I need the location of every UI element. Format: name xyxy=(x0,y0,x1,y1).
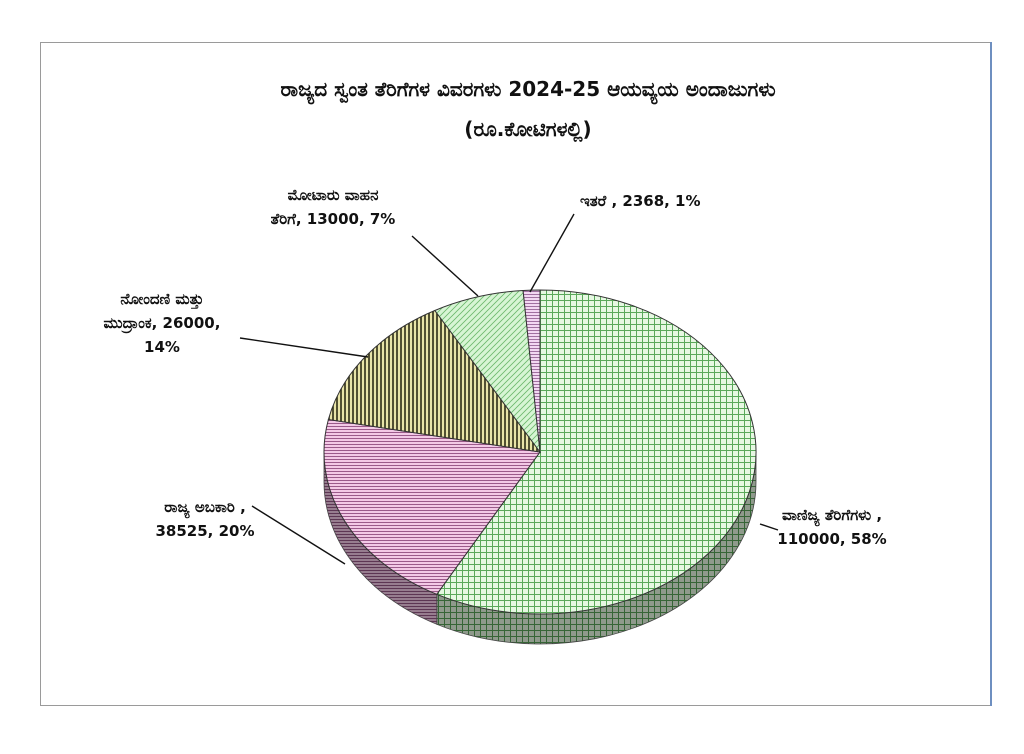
slice-label-4-line-1: ಮೋಟಾರು ವಾಹನ xyxy=(288,186,379,204)
slice-2 xyxy=(323,418,541,595)
labels-group: ವಾಣಿಜ್ಯ ತೆರಿಗೆಗಳು , 110000, 58% ರಾಜ್ಯ ಅಬಕಾ… xyxy=(104,186,887,565)
slice-label-3-line-1: ನೋಂದಣಿ ಮತ್ತು xyxy=(120,290,203,309)
slice-1 xyxy=(436,289,757,615)
leader-line-1 xyxy=(759,523,779,531)
chart-title: ರಾಜ್ಯದ ಸ್ವಂತ ತೆರಿಗೆಗಳ ವಿವರಗಳು 2024-25 ಆಯ… xyxy=(280,77,775,105)
slice-label-3-line-3: 14% xyxy=(144,338,180,356)
slice-label-1-line-2: 110000, 58% xyxy=(777,530,886,548)
slice-label-5-line-1: ಇತರೆ , 2368, 1% xyxy=(580,192,701,210)
pie-group xyxy=(323,289,757,645)
frame-edge xyxy=(990,42,992,706)
leader-line-3 xyxy=(239,337,369,358)
slice-label-2-line-2: 38525, 20% xyxy=(155,522,254,540)
pie-top xyxy=(323,289,757,615)
leader-line-2 xyxy=(251,505,346,565)
slice-label-1-line-1: ವಾಣಿಜ್ಯ ತೆರಿಗೆಗಳು , xyxy=(782,506,882,527)
slice-label-3-line-2: ಮುದ್ರಾಂಕ, 26000, xyxy=(104,314,221,334)
chart-subtitle: (ರೂ.ಕೋಟಿಗಳಲ್ಲಿ) xyxy=(464,117,591,143)
slice-label-4-line-2: ತೆರಿಗೆ, 13000, 7% xyxy=(271,210,396,228)
slice-label-2-line-1: ರಾಜ್ಯ ಅಬಕಾರಿ , xyxy=(164,498,246,519)
leader-line-4 xyxy=(411,235,479,297)
leader-line-5 xyxy=(529,213,575,293)
